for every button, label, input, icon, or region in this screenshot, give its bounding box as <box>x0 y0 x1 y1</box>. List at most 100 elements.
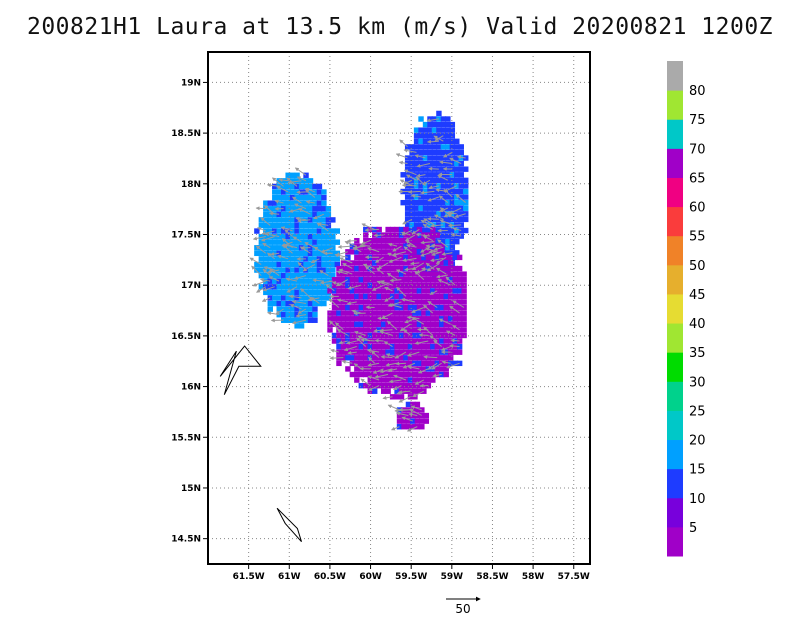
wind-cell <box>456 288 463 294</box>
wind-cell <box>413 194 420 200</box>
wind-cell <box>398 293 405 300</box>
wind-cell <box>439 254 445 261</box>
wind-cell <box>418 155 424 161</box>
wind-cell <box>412 237 418 244</box>
wind-cell <box>321 206 327 212</box>
y-tick-label: 14.5N <box>171 535 201 545</box>
wind-vector <box>430 223 444 228</box>
wind-cell <box>401 424 407 430</box>
wind-vector <box>427 196 439 202</box>
wind-vector <box>417 368 429 374</box>
wind-cell <box>416 265 423 272</box>
wind-cell <box>425 288 432 294</box>
wind-cell <box>294 239 300 245</box>
x-tick-label: 59W <box>441 572 464 582</box>
wind-cell <box>331 282 338 288</box>
wind-cell <box>280 206 287 212</box>
wind-cell <box>312 233 318 240</box>
wind-cell <box>394 293 400 300</box>
wind-cell <box>440 211 447 217</box>
wind-cell <box>307 211 314 218</box>
wind-cell <box>363 316 369 322</box>
wind-cell <box>289 250 296 257</box>
wind-cell <box>327 288 333 294</box>
wind-cell <box>458 233 464 239</box>
wind-vector <box>317 222 329 227</box>
wind-cell <box>258 233 265 240</box>
wind-cell <box>363 371 369 378</box>
wind-vector <box>268 211 280 216</box>
wind-cell <box>307 245 314 251</box>
wind-cell <box>416 260 423 266</box>
wind-cell <box>316 239 323 245</box>
wind-cell <box>394 282 400 288</box>
wind-cell <box>458 155 464 161</box>
wind-vector <box>432 373 442 378</box>
wind-cell <box>298 323 305 329</box>
wind-cell <box>280 300 287 307</box>
wind-vector <box>302 263 316 272</box>
wind-cell <box>280 200 287 206</box>
wind-cell <box>445 205 451 211</box>
wind-cell <box>316 272 323 279</box>
wind-vector <box>275 308 284 315</box>
wind-cell <box>409 160 415 167</box>
wind-vector <box>397 390 411 395</box>
wind-cell <box>439 249 445 255</box>
wind-cell <box>285 211 291 218</box>
wind-cell <box>394 394 400 400</box>
wind-cell <box>345 355 351 361</box>
wind-cell <box>263 200 269 206</box>
wind-cell <box>398 237 405 244</box>
wind-cell <box>440 199 447 206</box>
x-tick-label: 60W <box>359 572 382 582</box>
wind-cell <box>448 254 454 261</box>
wind-cell <box>404 194 411 200</box>
wind-vector <box>427 300 438 308</box>
wind-cell <box>403 271 409 277</box>
wind-cell <box>463 177 469 184</box>
wind-vector <box>360 338 375 343</box>
wind-cell <box>280 306 287 312</box>
wind-vector <box>307 297 320 302</box>
wind-vector <box>297 218 311 223</box>
y-tick-label: 18N <box>181 180 201 190</box>
colorbar-swatch <box>667 381 683 411</box>
wind-cell <box>380 366 387 372</box>
wind-vector <box>442 151 453 158</box>
wind-cell <box>458 194 464 200</box>
wind-vector <box>284 229 293 237</box>
wind-cell <box>316 194 323 201</box>
wind-cell <box>412 321 418 328</box>
wind-vector <box>422 179 431 185</box>
wind-cell <box>285 284 291 290</box>
wind-cell <box>440 177 447 184</box>
wind-cell <box>419 418 425 424</box>
wind-cell <box>449 199 456 206</box>
wind-cell <box>403 226 409 233</box>
wind-cell <box>349 321 356 328</box>
wind-cell <box>298 278 305 284</box>
wind-cell <box>448 349 454 355</box>
wind-cell <box>443 366 449 372</box>
wind-cell <box>398 338 405 344</box>
wind-cell <box>372 260 378 266</box>
wind-cell <box>336 332 342 339</box>
wind-cell <box>321 267 327 273</box>
wind-cell <box>414 407 421 413</box>
wind-cell <box>448 360 454 367</box>
wind-cell <box>289 267 296 273</box>
wind-cell <box>445 222 451 228</box>
wind-cell <box>267 217 273 223</box>
wind-cell <box>331 299 338 305</box>
wind-cell <box>385 277 391 283</box>
wind-cell <box>448 321 454 328</box>
colorbar-swatch <box>667 352 683 382</box>
wind-cell <box>427 177 433 184</box>
wind-cell <box>452 265 458 272</box>
wind-cell <box>439 282 445 288</box>
wind-cell <box>445 177 451 184</box>
wind-cell <box>354 321 360 328</box>
wind-cell <box>418 166 424 172</box>
wind-cell <box>394 310 400 316</box>
